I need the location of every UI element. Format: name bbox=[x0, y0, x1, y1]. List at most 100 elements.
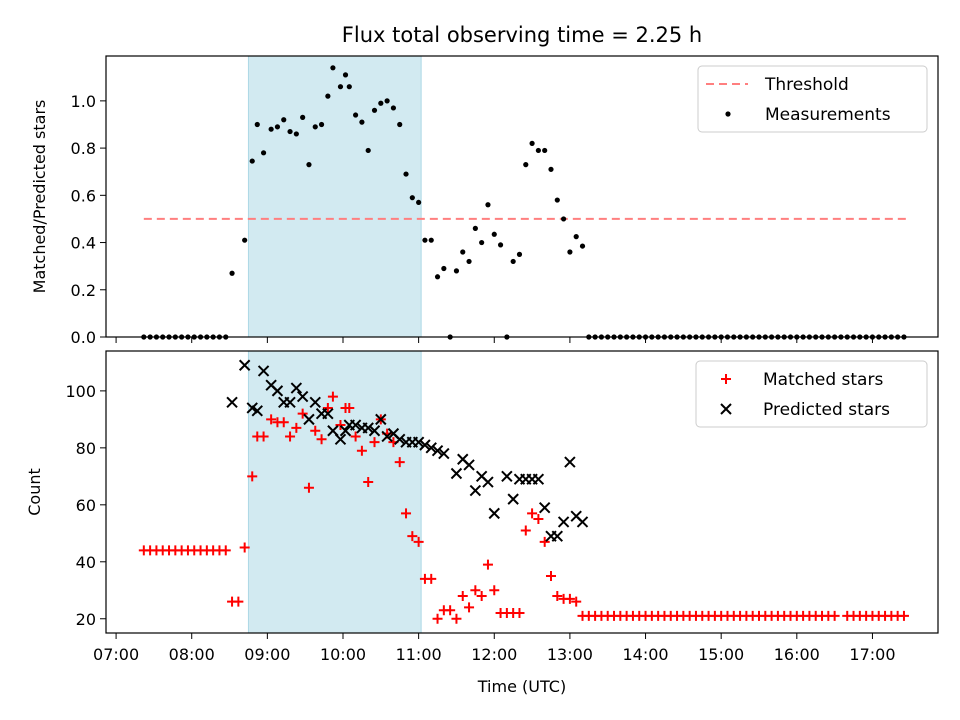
predicted-star-point bbox=[238, 359, 251, 371]
bottom-xtick-label: 08:00 bbox=[169, 645, 215, 664]
predicted-star-point bbox=[431, 444, 444, 457]
predicted-star-point bbox=[309, 396, 321, 408]
bottom-xtick-label: 16:00 bbox=[774, 645, 820, 664]
measurement-point bbox=[561, 216, 567, 222]
measurement-point bbox=[365, 147, 371, 154]
measurement-point bbox=[287, 128, 293, 135]
matched-star-point bbox=[310, 425, 321, 436]
predicted-star-point bbox=[394, 433, 406, 446]
matched-star-point bbox=[564, 593, 575, 604]
predicted-star-point bbox=[303, 413, 315, 426]
matched-star-point bbox=[220, 545, 231, 556]
measurement-point bbox=[416, 199, 422, 206]
matched-star-point bbox=[552, 590, 563, 601]
bottom-ylabel: Count bbox=[25, 468, 44, 516]
measurement-point bbox=[337, 84, 344, 90]
measurement-point bbox=[428, 237, 434, 243]
bottom-ytick-label: 40 bbox=[76, 553, 96, 572]
bottom-xtick-label: 11:00 bbox=[396, 645, 442, 664]
bottom-legend-box bbox=[695, 360, 928, 428]
predicted-star-point bbox=[564, 456, 576, 468]
measurement-point bbox=[390, 105, 397, 111]
bottom-ytick-label: 60 bbox=[76, 496, 96, 515]
top-legend-label: Threshold bbox=[764, 75, 849, 95]
bottom-panel: 20 40 60 80 100 07:00 08:00 09:00 10:00 11:00 12:0… bbox=[25, 350, 939, 696]
predicted-star-point bbox=[284, 396, 296, 408]
matched-star-point bbox=[285, 431, 296, 442]
matched-star-point bbox=[258, 431, 269, 442]
measurement-point bbox=[485, 202, 491, 208]
predicted-star-point bbox=[290, 382, 303, 394]
predicted-star-point bbox=[381, 430, 393, 443]
measurement-point bbox=[353, 112, 359, 118]
matched-star-point bbox=[239, 542, 250, 553]
matched-star-point bbox=[539, 536, 550, 547]
matched-star-point bbox=[533, 514, 544, 525]
top-shaded-region bbox=[247, 55, 422, 338]
measurement-point bbox=[384, 98, 390, 104]
bottom-xlabel: Time (UTC) bbox=[477, 677, 566, 696]
predicted-star-point bbox=[532, 473, 545, 485]
measurement-point bbox=[274, 124, 281, 130]
top-ylabel: Matched/Predicted stars bbox=[30, 100, 49, 294]
matched-star-point bbox=[457, 590, 468, 601]
measurement-point bbox=[434, 274, 441, 280]
matched-star-point bbox=[527, 508, 538, 519]
matched-star-point bbox=[445, 605, 456, 616]
matched-star-point bbox=[407, 531, 418, 542]
bottom-ytick-label: 20 bbox=[76, 610, 96, 629]
measurement-point bbox=[306, 162, 312, 168]
measurement-point bbox=[548, 166, 554, 172]
legend-predicted-swatch bbox=[720, 403, 732, 415]
predicted-star-point bbox=[419, 439, 431, 451]
matched-star-point bbox=[297, 408, 308, 419]
matched-star-point bbox=[829, 610, 840, 621]
measurement-point bbox=[342, 72, 349, 78]
matched-star-point bbox=[369, 437, 380, 448]
top-ytick-label: 0.2 bbox=[71, 281, 96, 300]
measurement-point bbox=[254, 121, 260, 128]
measurement-point bbox=[466, 258, 472, 265]
measurement-point bbox=[510, 258, 516, 265]
matched-star-point bbox=[327, 391, 338, 402]
top-ytick-label: 1.0 bbox=[71, 92, 96, 111]
predicted-star-point bbox=[576, 516, 589, 528]
matched-star-point bbox=[363, 477, 374, 488]
measurement-point bbox=[330, 65, 336, 71]
measurement-point bbox=[542, 147, 548, 154]
predicted-star-point bbox=[334, 433, 347, 446]
measurement-point bbox=[346, 84, 352, 90]
matched-star-point bbox=[322, 402, 333, 413]
predicted-star-point bbox=[349, 419, 362, 431]
measurement-point bbox=[397, 121, 403, 128]
matched-star-point bbox=[233, 596, 244, 607]
predicted-star-point bbox=[538, 501, 551, 514]
measurement-point bbox=[422, 237, 428, 243]
bottom-xtick-label: 14:00 bbox=[622, 645, 668, 664]
measurement-point bbox=[573, 234, 579, 240]
predicted-star-point bbox=[463, 459, 475, 471]
measurement-point bbox=[535, 147, 541, 154]
predicted-star-point bbox=[375, 413, 387, 426]
predicted-star-point bbox=[438, 447, 450, 460]
measurement-point bbox=[325, 93, 331, 99]
predicted-star-point bbox=[551, 530, 564, 542]
measurement-point bbox=[281, 117, 287, 123]
matched-star-point bbox=[303, 482, 314, 493]
bottom-legend-label: Matched stars bbox=[763, 370, 883, 390]
predicted-star-point bbox=[501, 470, 513, 483]
top-legend-box bbox=[697, 65, 928, 133]
matched-star-point bbox=[898, 610, 909, 621]
predicted-star-point bbox=[322, 407, 334, 420]
predicted-star-point bbox=[507, 493, 519, 505]
predicted-star-point bbox=[488, 507, 500, 520]
bottom-xtick-label: 07:00 bbox=[93, 645, 139, 664]
measurement-point bbox=[460, 249, 466, 255]
matched-star-point bbox=[514, 608, 525, 619]
measurement-point bbox=[523, 162, 529, 168]
matched-star-point bbox=[394, 457, 405, 468]
measurement-point bbox=[403, 171, 409, 177]
bottom-xtick-label: 12:00 bbox=[471, 645, 517, 664]
matched-star-point bbox=[335, 420, 346, 431]
